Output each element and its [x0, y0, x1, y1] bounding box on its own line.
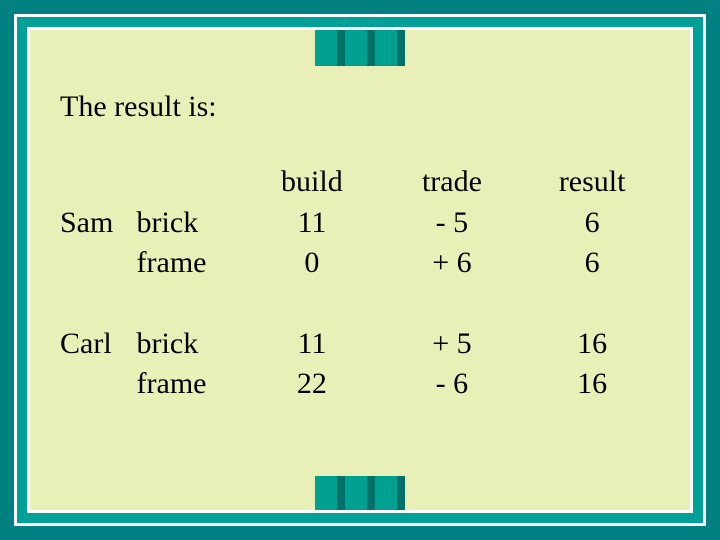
table-row: frame 22 - 6 16 [60, 364, 660, 405]
cell-type: frame [137, 246, 207, 279]
decor-bar [375, 30, 405, 66]
decor-bar [315, 476, 345, 510]
cell-name: Carl [60, 327, 112, 360]
cell-result: 6 [585, 246, 600, 279]
decor-bar [315, 30, 345, 66]
decor-bottom [315, 476, 405, 510]
table-row: frame 0 + 6 6 [60, 243, 660, 284]
header-result: result [559, 165, 626, 198]
outer-frame: The result is: build trade result Sam br… [14, 14, 706, 526]
cell-name: Sam [60, 206, 113, 239]
cell-build: 22 [297, 367, 327, 400]
inner-frame: The result is: build trade result Sam br… [27, 27, 693, 513]
header-trade: trade [422, 165, 482, 198]
cell-trade: + 6 [432, 246, 471, 279]
decor-top [315, 30, 405, 66]
header-row: build trade result [60, 162, 660, 203]
cell-trade: + 5 [432, 327, 471, 360]
cell-build: 11 [297, 327, 326, 360]
result-table: build trade result Sam brick 11 - 5 6 fr… [60, 162, 660, 405]
decor-bar [345, 476, 375, 510]
cell-build: 11 [297, 206, 326, 239]
cell-type: brick [137, 327, 199, 360]
table-row: Sam brick 11 - 5 6 [60, 203, 660, 244]
slide-content: The result is: build trade result Sam br… [30, 30, 690, 510]
table-row: Carl brick 11 + 5 16 [60, 324, 660, 365]
decor-bar [375, 476, 405, 510]
cell-result: 16 [577, 327, 607, 360]
cell-build: 0 [304, 246, 319, 279]
cell-result: 6 [585, 206, 600, 239]
cell-type: frame [137, 367, 207, 400]
slide-title: The result is: [60, 90, 660, 124]
cell-type: brick [137, 206, 199, 239]
decor-bar [345, 30, 375, 66]
group-gap [60, 284, 660, 324]
cell-result: 16 [577, 367, 607, 400]
cell-trade: - 5 [436, 206, 469, 239]
cell-trade: - 6 [436, 367, 469, 400]
header-build: build [281, 165, 343, 198]
